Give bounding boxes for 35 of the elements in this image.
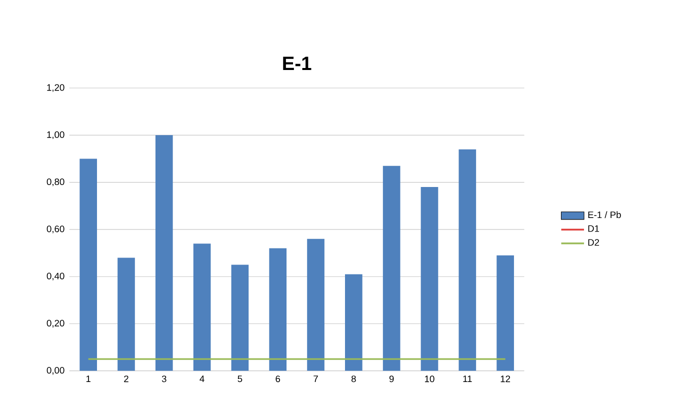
bar [80,158,97,371]
x-tick-label: 7 [314,375,318,382]
legend-label: D2 [588,239,600,246]
y-tick-label: 0,80 [46,178,64,186]
bar [420,186,438,371]
bar [193,243,211,371]
bar [231,264,249,371]
bar [345,274,362,371]
legend-label: E-1 / Pb [588,211,621,218]
y-tick-label: 1,00 [47,131,64,139]
bar [496,255,514,371]
chart-title: E-1 [283,56,312,70]
bar [155,135,173,371]
legend-label: D1 [588,225,600,232]
x-tick-label: 8 [351,375,356,382]
x-tick-label: 5 [238,375,242,382]
bar [458,149,476,371]
bar [118,258,135,371]
bar [307,238,324,371]
x-tick-label: 10 [425,375,434,382]
x-tick-label: 9 [389,375,394,382]
y-tick-label: 0,20 [46,320,64,328]
y-tick-label: 0,00 [46,366,64,375]
bar [269,248,287,371]
y-tick-label: 1,20 [47,84,64,92]
x-tick-label: 11 [463,375,472,382]
x-tick-label: 12 [500,375,510,382]
x-tick-label: 3 [162,375,166,382]
y-tick-label: 0,40 [46,272,64,280]
x-tick-label: 2 [124,375,128,382]
bar [382,166,400,371]
y-tick-label: 0,60 [46,226,64,234]
x-tick-label: 4 [200,375,204,382]
x-tick-label: 1 [86,375,90,382]
x-tick-label: 6 [276,375,280,382]
